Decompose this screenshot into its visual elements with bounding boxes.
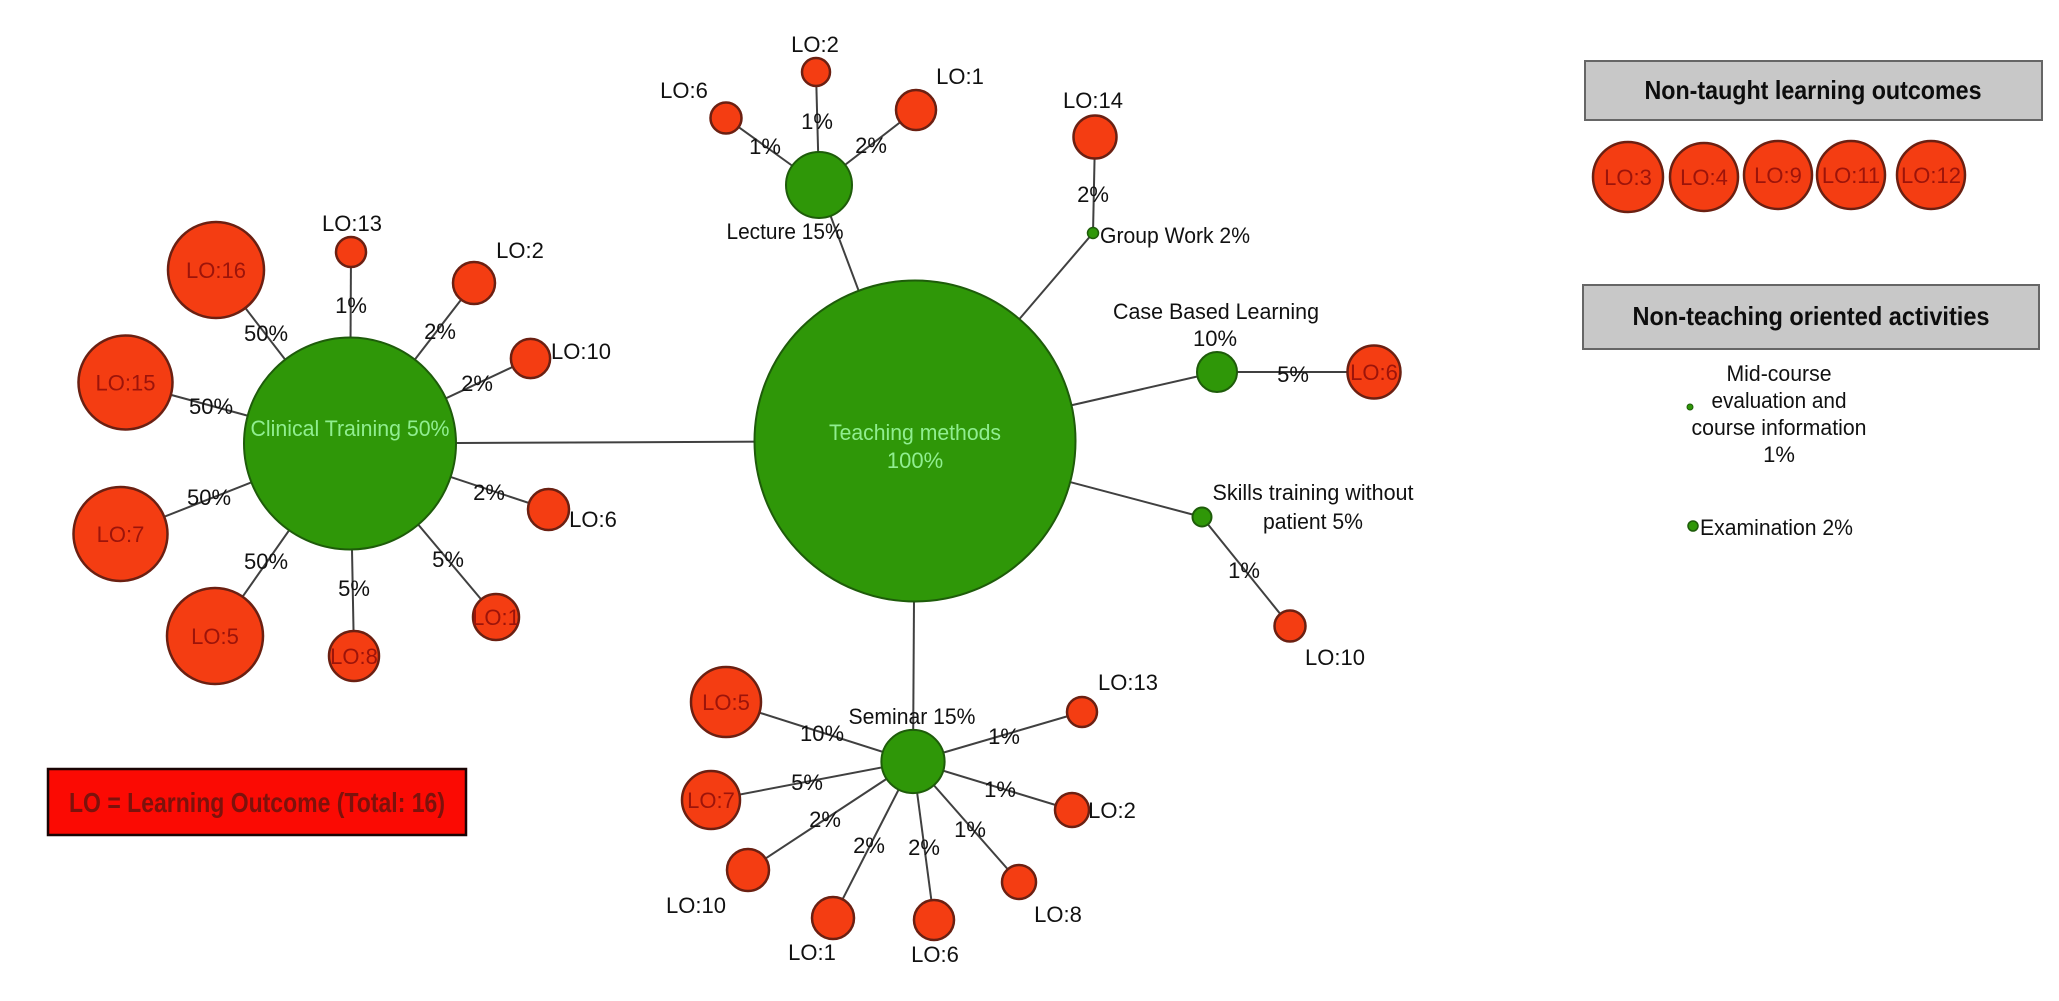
svg-text:LO:1: LO:1 (788, 940, 836, 965)
svg-text:Case Based Learning: Case Based Learning (1113, 299, 1319, 324)
svg-text:LO:12: LO:12 (1901, 163, 1961, 188)
svg-text:5%: 5% (338, 576, 370, 601)
svg-text:Teaching methods: Teaching methods (829, 420, 1001, 445)
svg-text:50%: 50% (187, 485, 231, 510)
svg-text:LO:1: LO:1 (472, 605, 520, 630)
svg-text:LO = Learning Outcome (Total:: LO = Learning Outcome (Total: 16) (69, 787, 445, 818)
svg-text:LO:10: LO:10 (1305, 645, 1365, 670)
svg-text:1%: 1% (335, 293, 367, 318)
svg-text:Mid-course: Mid-course (1727, 361, 1832, 386)
svg-text:LO:6: LO:6 (569, 507, 617, 532)
svg-text:LO:2: LO:2 (496, 238, 544, 263)
svg-text:LO:10: LO:10 (666, 893, 726, 918)
svg-text:1%: 1% (1228, 558, 1260, 583)
svg-text:LO:2: LO:2 (791, 32, 839, 57)
svg-text:LO:15: LO:15 (96, 371, 156, 396)
svg-text:1%: 1% (954, 817, 986, 842)
svg-text:1%: 1% (1763, 442, 1795, 467)
svg-text:LO:7: LO:7 (97, 522, 145, 547)
svg-text:Group Work 2%: Group Work 2% (1100, 223, 1250, 248)
svg-text:LO:3: LO:3 (1604, 165, 1652, 190)
svg-text:LO:6: LO:6 (660, 78, 708, 103)
svg-text:100%: 100% (887, 448, 943, 473)
svg-text:LO:1: LO:1 (936, 64, 984, 89)
svg-text:2%: 2% (908, 835, 940, 860)
svg-text:50%: 50% (189, 394, 233, 419)
svg-text:LO:8: LO:8 (330, 644, 378, 669)
svg-text:LO:6: LO:6 (911, 942, 959, 967)
svg-text:LO:14: LO:14 (1063, 88, 1123, 113)
svg-text:2%: 2% (1077, 182, 1109, 207)
svg-text:1%: 1% (801, 109, 833, 134)
svg-text:Skills training without: Skills training without (1213, 480, 1414, 505)
svg-text:2%: 2% (424, 319, 456, 344)
svg-text:LO:4: LO:4 (1680, 165, 1728, 190)
svg-text:LO:8: LO:8 (1034, 902, 1082, 927)
svg-text:5%: 5% (432, 547, 464, 572)
svg-text:LO:13: LO:13 (1098, 670, 1158, 695)
svg-text:LO:2: LO:2 (1088, 798, 1136, 823)
svg-text:2%: 2% (855, 133, 887, 158)
svg-text:LO:9: LO:9 (1754, 163, 1802, 188)
svg-text:LO:11: LO:11 (1822, 163, 1880, 188)
svg-text:2%: 2% (461, 371, 493, 396)
svg-text:LO:16: LO:16 (186, 258, 246, 283)
svg-text:1%: 1% (749, 134, 781, 159)
svg-text:LO:5: LO:5 (191, 624, 239, 649)
svg-text:50%: 50% (244, 549, 288, 574)
svg-text:10%: 10% (800, 721, 844, 746)
svg-text:2%: 2% (809, 807, 841, 832)
svg-text:50%: 50% (244, 321, 288, 346)
svg-text:5%: 5% (791, 770, 823, 795)
svg-text:LO:13: LO:13 (322, 211, 382, 236)
svg-text:1%: 1% (984, 777, 1016, 802)
svg-text:Non-taught learning outcomes: Non-taught learning outcomes (1645, 75, 1982, 105)
svg-text:Lecture 15%: Lecture 15% (727, 219, 844, 244)
svg-text:LO:6: LO:6 (1350, 360, 1398, 385)
svg-text:evaluation and: evaluation and (1712, 388, 1847, 413)
svg-text:1%: 1% (988, 724, 1020, 749)
svg-text:Examination 2%: Examination 2% (1700, 515, 1853, 540)
svg-text:LO:7: LO:7 (687, 788, 735, 813)
svg-text:10%: 10% (1193, 326, 1237, 351)
svg-text:course information: course information (1692, 415, 1867, 440)
svg-text:2%: 2% (473, 480, 505, 505)
svg-text:2%: 2% (853, 833, 885, 858)
svg-text:LO:5: LO:5 (702, 690, 750, 715)
svg-text:patient 5%: patient 5% (1263, 509, 1363, 534)
svg-text:Clinical Training 50%: Clinical Training 50% (251, 416, 450, 441)
svg-text:Seminar 15%: Seminar 15% (849, 704, 976, 729)
svg-text:Non-teaching oriented activiti: Non-teaching oriented activities (1633, 301, 1990, 331)
svg-text:LO:10: LO:10 (551, 339, 611, 364)
svg-text:5%: 5% (1277, 362, 1309, 387)
